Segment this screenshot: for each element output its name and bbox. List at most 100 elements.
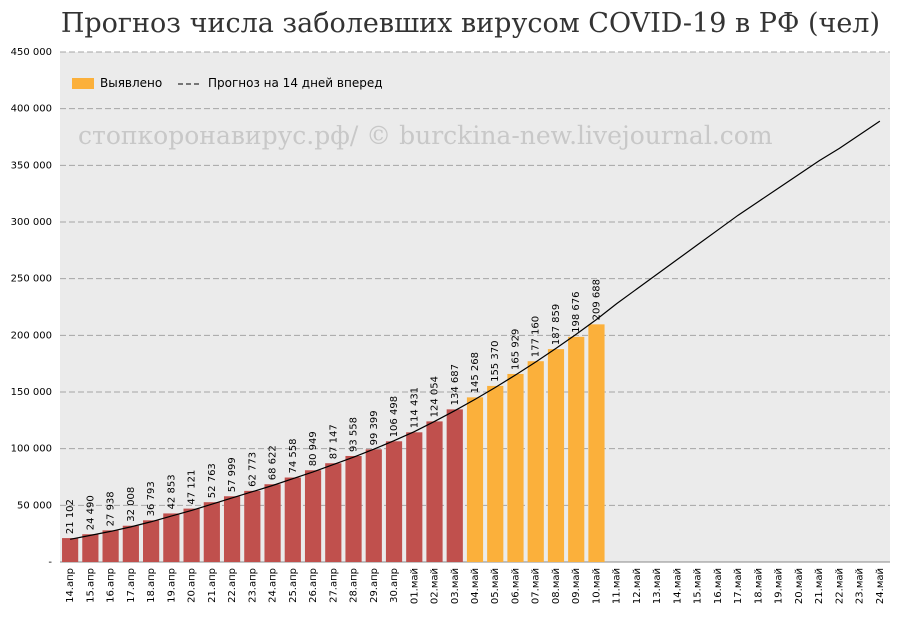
x-tick-label: 15.май: [693, 568, 704, 604]
x-tick-label: 04.май: [470, 568, 481, 604]
y-tick-label: 50 000: [17, 500, 52, 511]
x-tick-label: 01.май: [409, 568, 420, 604]
x-tick-label: 02.май: [430, 568, 441, 604]
x-tick-label: 21.апр: [207, 568, 218, 603]
data-label: 42 853: [166, 474, 177, 509]
x-tick-label: 26.апр: [308, 568, 319, 603]
bar: [183, 508, 200, 562]
bar: [102, 530, 119, 562]
data-label: 52 763: [207, 463, 218, 498]
y-tick-label: 150 000: [11, 387, 52, 398]
x-tick-label: 24.май: [875, 568, 886, 604]
bar: [406, 432, 423, 562]
data-label: 74 558: [288, 439, 299, 474]
bar: [304, 470, 322, 562]
x-tick-label: 11.май: [612, 568, 623, 604]
data-label: 24 490: [85, 495, 96, 530]
x-tick-label: 23.апр: [247, 568, 258, 603]
x-tick-label: 14.май: [672, 568, 683, 604]
data-label: 62 773: [247, 452, 258, 487]
data-label: 155 370: [490, 341, 501, 382]
x-tick-label: 08.май: [551, 568, 562, 604]
bar: [163, 513, 180, 562]
x-tick-label: 10.май: [591, 568, 602, 604]
data-label: 124 054: [430, 376, 441, 417]
data-label: 209 688: [591, 279, 602, 320]
x-tick-label: 19.апр: [166, 568, 177, 603]
x-tick-label: 17.апр: [126, 568, 137, 603]
data-label: 47 121: [187, 470, 198, 505]
x-tick-label: 27.апр: [328, 568, 339, 603]
data-label: 106 498: [389, 396, 400, 437]
legend-label: Выявлено: [100, 76, 162, 90]
watermark: стопкоронавирус.рф/ © burckina-new.livej…: [78, 121, 773, 150]
data-label: 87 147: [328, 424, 339, 459]
bar: [547, 349, 565, 562]
x-tick-label: 21.май: [814, 568, 825, 604]
data-label: 165 929: [510, 329, 521, 370]
x-tick-label: 16.апр: [106, 568, 117, 603]
bar: [487, 385, 504, 562]
data-label: 145 268: [470, 352, 481, 393]
x-tick-label: 14.апр: [65, 568, 76, 603]
data-label: 99 399: [369, 410, 380, 445]
x-tick-label: 18.май: [753, 568, 764, 604]
forecast-line: [70, 120, 881, 540]
x-tick-label: 25.апр: [288, 568, 299, 603]
chart-title: Прогноз числа заболевших вирусом COVID-1…: [61, 8, 880, 39]
data-label: 177 160: [531, 316, 542, 357]
x-tick-label: 05.май: [490, 568, 501, 604]
bar: [365, 449, 382, 562]
y-tick-label: -: [48, 557, 52, 568]
bar: [284, 477, 301, 562]
x-tick-label: 17.май: [733, 568, 744, 604]
bar: [82, 534, 99, 562]
data-label: 57 999: [227, 457, 238, 492]
data-label: 21 102: [65, 499, 76, 534]
x-tick-label: 18.апр: [146, 568, 157, 603]
bar: [264, 484, 281, 562]
bar: [588, 324, 605, 562]
x-tick-label: 30.апр: [389, 568, 400, 603]
bar: [203, 502, 220, 562]
data-label: 36 793: [146, 481, 157, 516]
x-tick-label: 13.май: [652, 568, 663, 604]
bar: [122, 525, 139, 562]
y-tick-label: 350 000: [11, 160, 52, 171]
y-tick-label: 400 000: [11, 104, 52, 115]
x-tick-label: 29.апр: [369, 568, 380, 603]
bar: [325, 463, 342, 562]
data-label: 187 859: [551, 304, 562, 345]
x-tick-label: 20.май: [794, 568, 805, 604]
bar: [223, 496, 241, 562]
bar: [446, 409, 463, 562]
y-tick-label: 250 000: [11, 274, 52, 285]
x-tick-label: 06.май: [510, 568, 521, 604]
y-tick-label: 200 000: [11, 330, 52, 341]
x-tick-label: 07.май: [531, 568, 542, 604]
x-tick-label: 28.апр: [349, 568, 360, 603]
x-tick-label: 09.май: [571, 568, 582, 604]
x-tick-label: 03.май: [450, 568, 461, 604]
legend-label: Прогноз на 14 дней вперед: [208, 76, 383, 90]
x-tick-label: 15.апр: [85, 568, 96, 603]
data-label: 68 622: [268, 445, 279, 480]
bar: [466, 397, 484, 562]
x-tick-label: 16.май: [713, 568, 724, 604]
data-label: 80 949: [308, 431, 319, 466]
bar: [62, 538, 79, 562]
y-tick-label: 450 000: [11, 47, 52, 58]
x-tick-label: 23.май: [855, 568, 866, 604]
x-tick-label: 22.май: [834, 568, 845, 604]
bar: [244, 490, 261, 562]
x-tick-label: 20.апр: [187, 568, 198, 603]
bar: [507, 373, 524, 562]
legend-swatch: [72, 78, 94, 89]
legend: Выявлено Прогноз на 14 дней вперед: [72, 76, 383, 90]
data-label: 114 431: [409, 387, 420, 428]
y-tick-label: 300 000: [11, 217, 52, 228]
y-tick-label: 100 000: [11, 444, 52, 455]
bar: [426, 421, 443, 562]
x-tick-label: 19.май: [774, 568, 785, 604]
